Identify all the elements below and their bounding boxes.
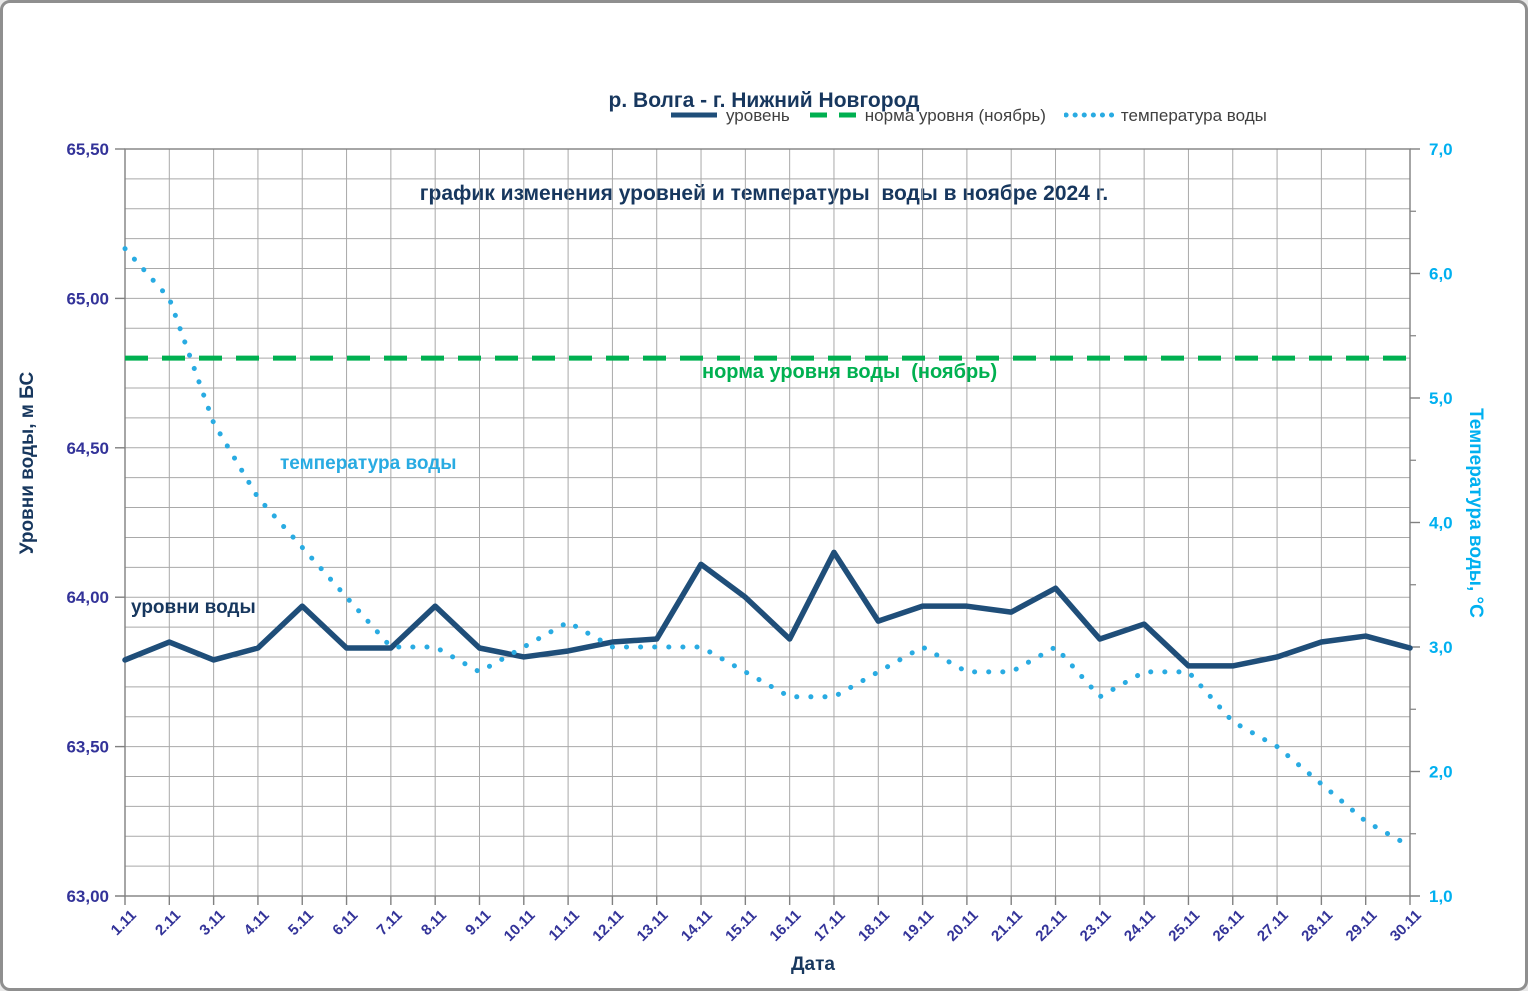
x-axis-tick-label: 15.11 [722,907,760,945]
right-axis-tick-label: 2,0 [1429,763,1453,782]
x-axis-tick-label: 1.11 [108,907,140,939]
x-axis-tick-label: 9.11 [462,907,494,939]
right-axis-tick-label: 4,0 [1429,514,1453,533]
x-axis-tick-label: 28.11 [1298,907,1336,945]
legend-marker-glyph [1063,112,1115,118]
legend-marker-dashed-line [808,107,858,125]
level-series-line [122,549,1413,669]
chart-title-line2: график изменения уровней и температуры в… [419,182,1109,205]
x-axis-tick-label: 2.11 [152,907,184,939]
right-axis-tick-label: 1,0 [1429,887,1453,906]
temperature-series-annotation: температура воды [280,453,457,474]
x-axis-tick-label: 29.11 [1343,907,1381,945]
right-axis-tick-label: 3,0 [1429,638,1453,657]
x-axis-tick-label: 30.11 [1387,907,1425,945]
legend: уровень норма уровня (ноябрь) температур… [669,106,1267,126]
x-axis-tick-label: 3.11 [196,907,228,939]
x-axis-tick-label: 26.11 [1210,907,1248,945]
legend-label: температура воды [1120,106,1267,125]
temperature-series-line [122,246,1413,849]
left-axis-tick-label: 64,50 [66,439,109,458]
legend-item-norm: норма уровня (ноябрь) [808,106,1046,126]
legend-item-level: уровень [669,106,790,126]
legend-label: норма уровня (ноябрь) [864,106,1046,125]
chart-title-line1: р. Волга - г. Нижний Новгород [608,89,920,112]
x-axis-tick-label: 16.11 [766,907,804,945]
x-axis-tick-label: 5.11 [285,907,317,939]
x-axis-tick-label: 17.11 [811,907,849,945]
left-axis-tick-label: 65,00 [66,289,109,308]
legend-marker-glyph [671,112,717,118]
x-axis-tick-label: 6.11 [329,907,361,939]
norm-line-annotation: норма уровня воды (ноябрь) [702,361,998,383]
level-series-annotation: уровни воды [131,597,256,618]
left-axis-tick-label: 65,50 [66,140,109,159]
plot-frame [124,148,1411,897]
right-axis-title: Температура воды, °С [1465,408,1486,618]
x-axis-tick-label: 24.11 [1121,907,1159,945]
left-axis-tick-label: 63,50 [66,738,109,757]
legend-marker-dotted-line [1063,107,1115,125]
x-axis-tick-label: 27.11 [1254,907,1292,945]
x-axis-tick-label: 12.11 [589,907,627,945]
x-axis-tick-label: 10.11 [501,907,539,945]
legend-label: уровень [726,106,790,125]
right-axis-tick-label: 6,0 [1429,265,1453,284]
left-axis-title: Уровни воды, м БС [17,371,38,554]
x-axis-tick-label: 13.11 [634,907,672,945]
x-axis-tick-label: 21.11 [988,907,1026,945]
x-axis-tick-label: 23.11 [1077,907,1115,945]
x-axis-tick-label: 25.11 [1165,907,1203,945]
right-axis-tick-label: 5,0 [1429,389,1453,408]
right-axis-tick-label: 7,0 [1429,140,1453,159]
left-axis-tick-label: 63,00 [66,887,109,906]
legend-marker-solid-line [669,107,719,125]
x-axis-tick-label: 4.11 [241,907,273,939]
x-axis-tick-label: 19.11 [899,907,937,945]
legend-item-temperature: температура воды [1063,106,1267,126]
x-axis-tick-label: 7.11 [374,907,406,939]
x-axis-tick-label: 18.11 [855,907,893,945]
x-axis-tick-label: 22.11 [1032,907,1070,945]
chart-svg: 63,00 63,50 64,00 64,50 65,00 65,50 1,0 2,0 3,0 4… [17,140,1486,975]
x-axis-tick-label: 8.11 [418,907,450,939]
legend-marker-glyph [809,112,856,118]
chart-title: р. Волга - г. Нижний Новгород график изм… [3,23,1525,271]
x-axis-tick-label: 20.11 [944,907,982,945]
x-axis-title: Дата [791,954,835,975]
x-axis-tick-label: 11.11 [546,907,583,944]
left-axis-tick-label: 64,00 [66,588,109,607]
x-axis-tick-label: 14.11 [678,907,716,945]
